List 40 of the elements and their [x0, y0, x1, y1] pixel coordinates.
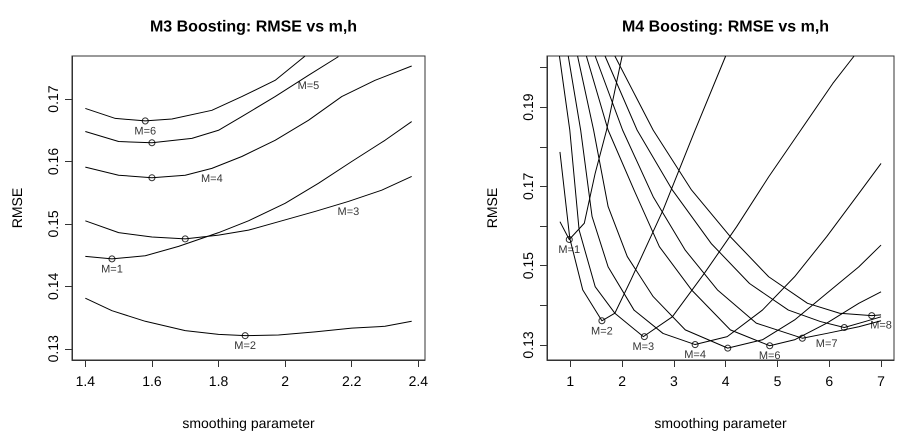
x-tick-label: 1.6 [142, 373, 162, 389]
x-tick-label: 2.2 [342, 373, 362, 389]
x-tick-label: 1.8 [208, 373, 228, 389]
y-tick-label: 0.15 [520, 252, 536, 280]
y-tick-label: 0.17 [520, 172, 536, 200]
chart-title: M4 Boosting: RMSE vs m,h [622, 18, 830, 36]
x-tick-label: 2 [281, 373, 290, 389]
x-tick-label: 4 [722, 373, 730, 389]
annotation: M=4 [684, 349, 706, 362]
annotation: M=6 [134, 125, 156, 138]
x-tick-label: 7 [877, 373, 886, 389]
annotation: M=3 [632, 341, 654, 354]
annotation: M=2 [234, 340, 256, 352]
y-tick-label: 0.16 [45, 148, 61, 176]
annotation: M=5 [298, 80, 320, 92]
annotation: M=1 [101, 263, 123, 276]
annotation: M=6 [758, 350, 781, 362]
x-tick-label: 1.4 [76, 373, 96, 389]
x-tick-label: 2.4 [408, 373, 428, 389]
annotation: M=7 [816, 338, 838, 350]
x-tick-label: 5 [774, 373, 782, 389]
x-tick-label: 3 [670, 373, 678, 389]
y-tick-label: 0.19 [520, 93, 536, 121]
annotation: M=8 [870, 319, 892, 332]
annotation: M=2 [591, 325, 613, 338]
annotation: M=3 [338, 206, 360, 218]
x-tick-label: 2 [618, 373, 626, 389]
y-tick-label: 0.13 [45, 334, 61, 362]
y-tick-label: 0.13 [520, 331, 536, 359]
x-tick-label: 6 [825, 373, 834, 389]
x-tick-label: 1 [566, 373, 574, 389]
annotation: M=4 [201, 172, 223, 185]
y-tick-label: 0.15 [45, 210, 61, 238]
y-tick-label: 0.17 [45, 85, 61, 113]
chart-title: M3 Boosting: RMSE vs m,h [150, 18, 358, 36]
x-axis-title: smoothing parameter [654, 415, 787, 431]
x-axis-title: smoothing parameter [182, 415, 315, 431]
y-tick-label: 0.14 [45, 272, 61, 300]
y-axis-title: RMSE [9, 188, 25, 228]
y-axis-title: RMSE [484, 188, 500, 228]
